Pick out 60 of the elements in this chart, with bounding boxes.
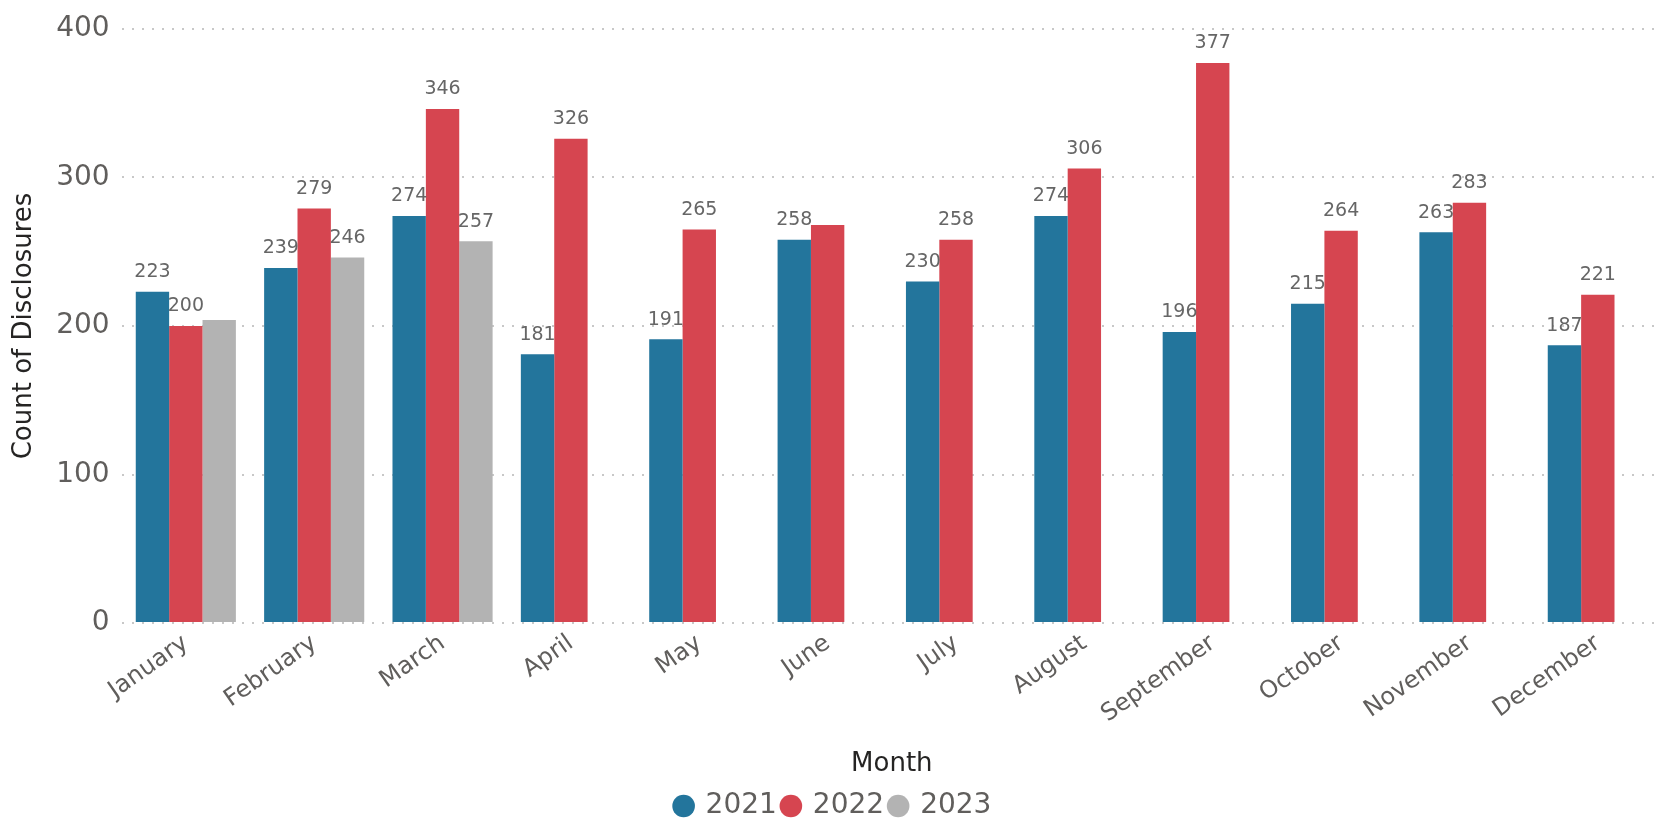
x-axis-title: Month bbox=[851, 747, 933, 778]
data-label: 274 bbox=[1032, 183, 1070, 206]
data-label: 265 bbox=[681, 196, 718, 219]
data-label: 258 bbox=[776, 207, 813, 230]
y-tick-label: 100 bbox=[56, 455, 110, 489]
data-label: 223 bbox=[134, 259, 171, 282]
data-label: 258 bbox=[937, 207, 975, 230]
data-label: 221 bbox=[1579, 262, 1616, 285]
x-tick-label: May bbox=[649, 628, 707, 680]
bar bbox=[392, 216, 426, 623]
bar bbox=[1324, 230, 1358, 623]
legend-label: 2023 bbox=[920, 787, 992, 821]
bar bbox=[1291, 303, 1325, 623]
data-label: 187 bbox=[1546, 312, 1583, 335]
bar bbox=[1067, 168, 1102, 623]
bar bbox=[554, 138, 588, 623]
bar bbox=[264, 268, 298, 623]
bar bbox=[1419, 232, 1453, 623]
bar bbox=[135, 291, 170, 623]
x-tick-label: July bbox=[909, 628, 964, 677]
data-label: 200 bbox=[167, 293, 204, 316]
bar bbox=[939, 239, 973, 623]
y-tick-label: 400 bbox=[56, 10, 110, 44]
bar bbox=[1034, 216, 1068, 623]
bar bbox=[330, 257, 365, 623]
bar bbox=[777, 239, 811, 623]
y-tick-label: 0 bbox=[91, 604, 110, 638]
bar bbox=[1581, 294, 1615, 623]
data-label: 191 bbox=[647, 306, 685, 329]
data-label: 181 bbox=[519, 321, 556, 344]
legend-label: 2022 bbox=[812, 787, 885, 821]
bar bbox=[682, 229, 716, 623]
bar bbox=[1196, 62, 1230, 623]
bar bbox=[649, 339, 683, 623]
y-axis-title: Count of Disclosures bbox=[7, 192, 38, 460]
data-label: 264 bbox=[1322, 198, 1360, 221]
y-tick-label: 200 bbox=[56, 307, 110, 341]
data-label: 279 bbox=[296, 176, 333, 199]
data-label: 306 bbox=[1066, 135, 1103, 158]
data-label: 246 bbox=[329, 225, 366, 248]
bar bbox=[425, 109, 460, 623]
data-label: 326 bbox=[552, 106, 590, 129]
data-label: 215 bbox=[1289, 271, 1326, 294]
data-label: 377 bbox=[1194, 30, 1231, 53]
data-label: 257 bbox=[457, 208, 495, 231]
bar bbox=[1162, 331, 1197, 623]
bar bbox=[297, 208, 331, 623]
data-label: 283 bbox=[1451, 170, 1488, 193]
bar bbox=[202, 320, 236, 623]
bar bbox=[1547, 345, 1582, 623]
data-label: 263 bbox=[1417, 199, 1455, 222]
data-label: 346 bbox=[424, 76, 461, 99]
bar bbox=[905, 281, 940, 623]
legend-label: 2021 bbox=[705, 787, 777, 821]
bar bbox=[520, 354, 555, 623]
bar bbox=[459, 241, 493, 623]
y-tick-label: 300 bbox=[56, 158, 110, 192]
bar bbox=[1452, 202, 1487, 623]
bar bbox=[810, 224, 845, 623]
bar bbox=[169, 325, 203, 623]
